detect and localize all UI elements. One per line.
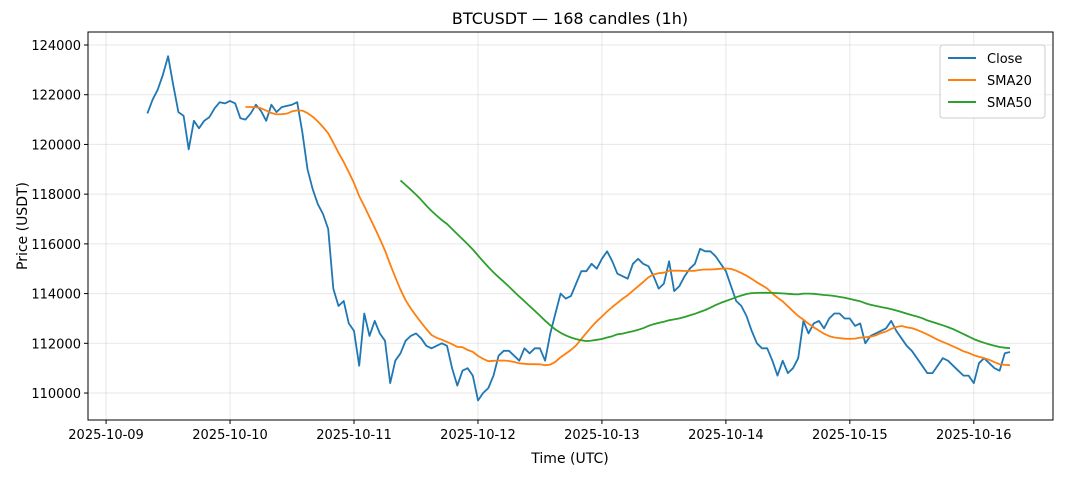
legend: Close SMA20 SMA50 [939,44,1046,119]
x-tick-label: 2025-10-16 [936,428,1012,443]
y-tick-label: 116000 [31,238,81,253]
x-tick-label: 2025-10-15 [812,428,888,443]
y-tick-label: 112000 [31,337,81,352]
legend-label-close: Close [987,52,1022,67]
grid [88,32,1053,420]
x-tick-label: 2025-10-10 [192,428,268,443]
x-tick-label: 2025-10-14 [688,428,764,443]
series-line-close [146,55,1011,402]
y-tick-label: 122000 [31,89,81,104]
series-line-sma50 [399,179,1011,350]
x-tick-label: 2025-10-13 [564,428,640,443]
plot-frame [87,31,1054,421]
y-tick-label: 124000 [31,39,81,54]
y-tick-label: 110000 [31,387,81,402]
x-tick-label: 2025-10-12 [440,428,516,443]
y-axis-label: Price (USDT) [15,182,31,270]
y-tick-label: 118000 [31,188,81,203]
x-tick-label: 2025-10-11 [316,428,392,443]
legend-label-sma50: SMA50 [987,96,1032,111]
y-tick-label: 114000 [31,288,81,303]
series-lines [146,55,1011,402]
x-tick-label: 2025-10-09 [68,428,144,443]
legend-label-sma20: SMA20 [987,74,1032,89]
series-line-sma20 [245,106,1011,367]
y-tick-label: 120000 [31,138,81,153]
x-axis-label: Time (UTC) [530,451,608,467]
chart-title: BTCUSDT — 168 candles (1h) [452,9,688,28]
ticks: 2025-10-09 2025-10-10 2025-10-11 2025-10-12… [31,39,1011,443]
